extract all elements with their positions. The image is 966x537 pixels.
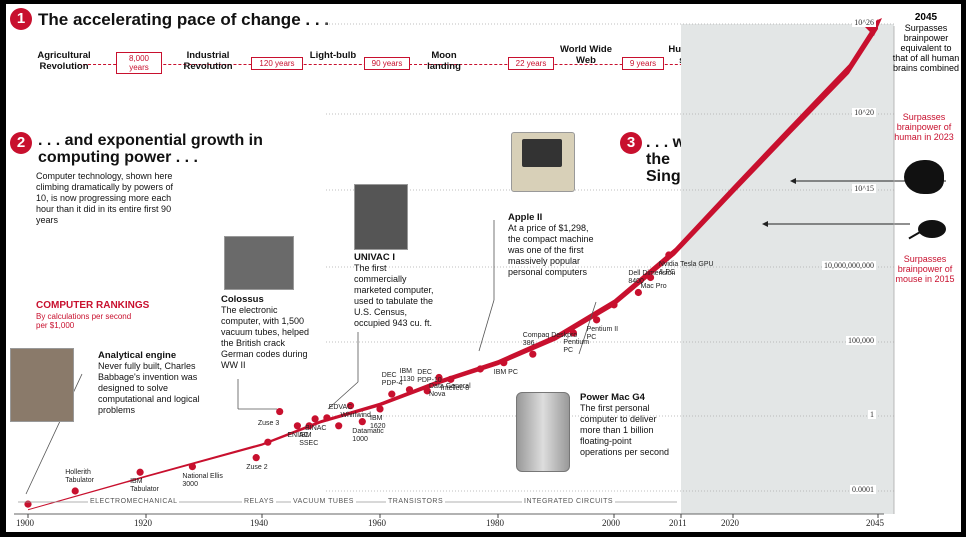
data-point <box>335 422 343 430</box>
data-point <box>476 365 484 373</box>
data-point <box>293 422 301 430</box>
note-2045: 2045 Surpasses brainpower equivalent to … <box>892 12 960 73</box>
human-arrowhead <box>790 178 796 184</box>
colossus-title: Colossus <box>221 294 264 305</box>
data-point <box>71 487 79 495</box>
era-transistors: TRANSISTORS <box>386 498 446 505</box>
section2-title: . . . and exponential growth in computin… <box>38 132 263 166</box>
power-mac-photo <box>516 392 570 472</box>
univac-photo <box>354 184 408 250</box>
data-point <box>405 386 414 394</box>
mouse-arrowhead <box>762 221 768 227</box>
data-point <box>610 301 618 309</box>
section1-title: The accelerating pace of change . . . <box>38 10 329 29</box>
milestone-2: Industrial Revolution <box>183 50 233 72</box>
powermac-title: Power Mac G4 <box>580 392 645 403</box>
era-electromechanical: ELECTROMECHANICAL <box>88 498 180 505</box>
section3-badge: 3 <box>620 132 642 154</box>
g4-leader <box>578 301 597 355</box>
data-point <box>252 454 260 462</box>
data-point <box>447 375 455 383</box>
powermac-body: The first personal computer to deliver m… <box>580 403 670 457</box>
data-point <box>305 422 313 430</box>
data-point <box>346 402 355 410</box>
data-point <box>323 414 331 422</box>
rankings-title: COMPUTER RANKINGS <box>36 300 150 311</box>
curve-arrowhead <box>864 18 882 36</box>
data-point <box>276 407 284 416</box>
gap-3: 90 years <box>364 57 410 70</box>
data-point <box>358 418 366 426</box>
infographic-frame: 1 The accelerating pace of change . . . … <box>6 4 961 532</box>
univac-body: The first commercially marketed computer… <box>354 263 434 328</box>
data-point <box>634 288 642 297</box>
data-point <box>593 316 601 324</box>
data-point <box>646 273 655 282</box>
apple-body: At a price of $1,298, the compact machin… <box>508 223 594 277</box>
data-point <box>435 373 443 382</box>
colossus-body: The electronic computer, with 1,500 vacu… <box>221 305 310 370</box>
apple-callout: Apple II At a price of $1,298, the compa… <box>508 212 600 278</box>
univac-callout: UNIVAC I The first commercially marketed… <box>354 252 438 329</box>
rankings-block: COMPUTER RANKINGS By calculations per se… <box>36 300 196 330</box>
data-point <box>500 359 508 367</box>
milestone-3: Light-bulb <box>309 50 357 61</box>
data-points <box>24 251 673 508</box>
analytical-callout: Analytical engine Never fully built, Cha… <box>98 350 206 416</box>
rankings-subtitle: By calculations per second per $1,000 <box>36 312 132 330</box>
univac-title: UNIVAC I <box>354 252 395 263</box>
era-vacuum-tubes: VACUUM TUBES <box>291 498 356 505</box>
note-2045-text: Surpasses brainpower equivalent to that … <box>892 23 960 73</box>
brain-icon <box>904 160 944 194</box>
note-human: Surpasses brainpower of human in 2023 <box>894 112 954 142</box>
univac-leader-2 <box>327 381 359 410</box>
era-integrated-circuits: INTEGRATED CIRCUITS <box>522 498 616 505</box>
chart-svg <box>14 18 946 518</box>
data-point <box>665 251 673 259</box>
data-point <box>376 405 384 413</box>
data-point <box>188 463 196 471</box>
gap-5: 9 years <box>622 57 664 70</box>
data-point <box>311 415 319 423</box>
data-point <box>388 390 396 398</box>
data-point <box>569 329 578 337</box>
section2-body: Computer technology, shown here climbing… <box>36 171 174 225</box>
colossus-photo <box>224 236 294 290</box>
colossus-callout: Colossus The electronic computer, with 1… <box>221 294 313 371</box>
data-point <box>529 350 537 358</box>
milestone-5: World Wide Web <box>560 44 612 66</box>
data-point <box>423 387 431 395</box>
era-relays: RELAYS <box>242 498 277 505</box>
section1-badge: 1 <box>10 8 32 30</box>
apple-title: Apple II <box>508 212 543 223</box>
future-shade <box>681 24 894 514</box>
milestone-4: Moon landing <box>427 50 461 72</box>
gap-4: 22 years <box>508 57 554 70</box>
x-ticks <box>27 514 879 518</box>
apple-leader-2 <box>478 299 495 352</box>
section2-badge: 2 <box>10 132 32 154</box>
note-mouse: Surpasses brainpower of mouse in 2015 <box>895 254 955 284</box>
analytical-body: Never fully built, Charles Babbage's inv… <box>98 361 200 415</box>
gap-2: 120 years <box>251 57 303 70</box>
data-point <box>264 438 272 446</box>
apple-ii-screen <box>522 139 562 167</box>
data-point <box>24 500 32 508</box>
powermac-callout: Power Mac G4 The first personal computer… <box>580 392 676 458</box>
gap-1: 8,000 years <box>116 52 162 74</box>
data-point <box>136 468 144 476</box>
analytical-title: Analytical engine <box>98 350 177 361</box>
apple-ii-photo <box>511 132 575 192</box>
note-2045-year: 2045 <box>914 12 938 23</box>
analytical-engine-photo <box>10 348 74 422</box>
mouse-icon <box>908 214 952 246</box>
milestone-1: Agricultural Revolution <box>37 50 91 72</box>
